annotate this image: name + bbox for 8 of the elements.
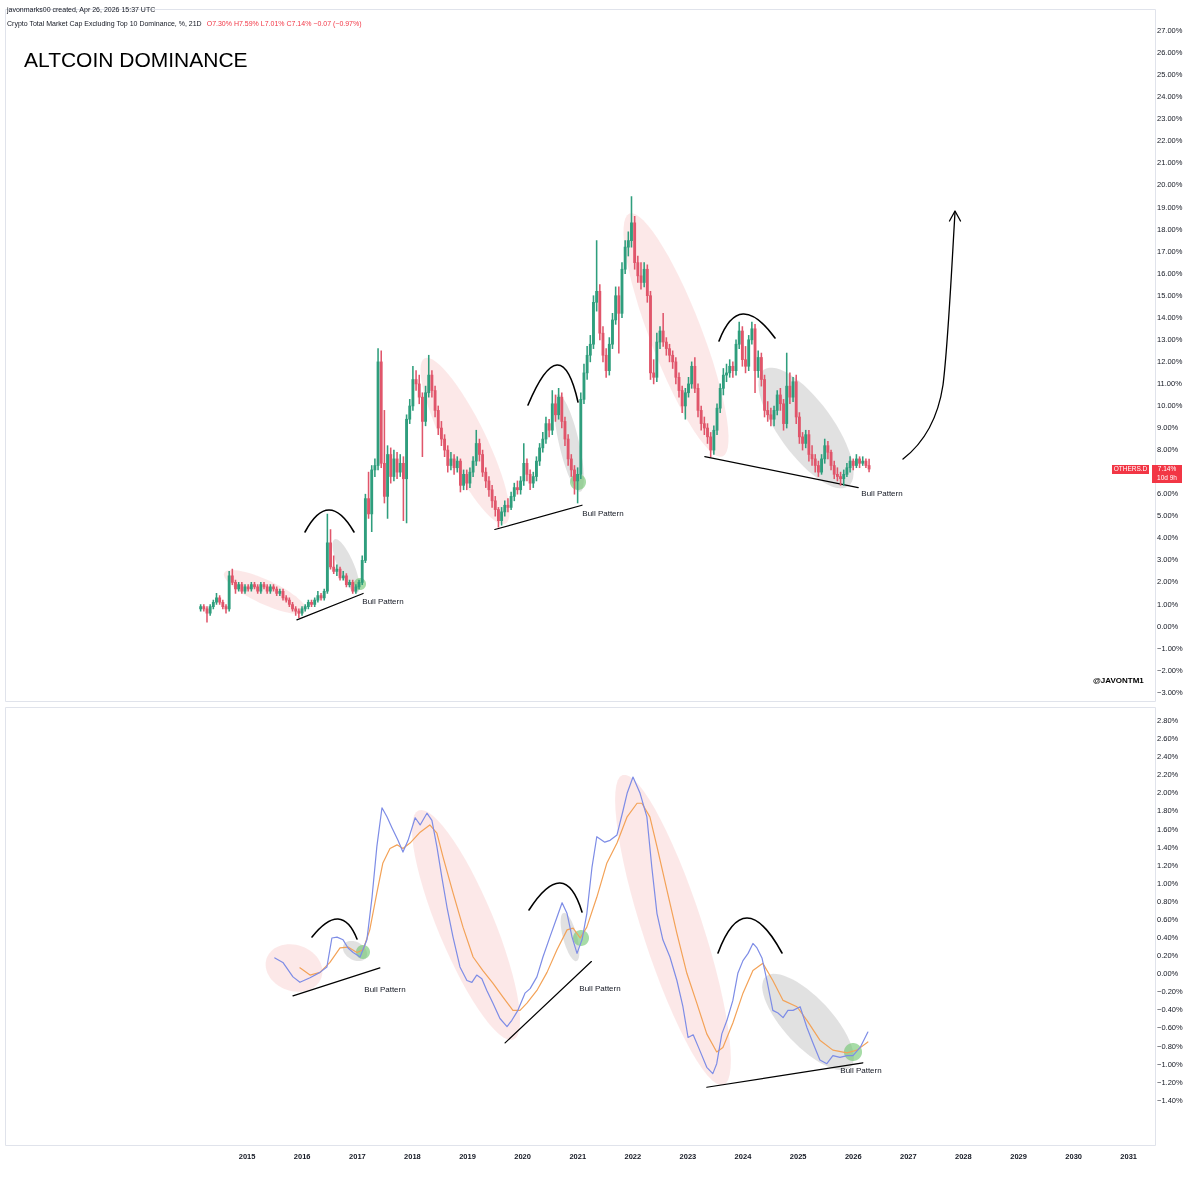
annotation: Bull Pattern xyxy=(840,1066,882,1076)
annotation: Bull Pattern xyxy=(861,489,903,499)
annotation: Bull Pattern xyxy=(362,597,404,607)
annotation: @JAVONTM1 xyxy=(1093,676,1144,686)
annotation: Bull Pattern xyxy=(582,509,624,519)
text: ALTCOIN DOMINANCE xyxy=(24,48,248,71)
annotation: Bull Pattern xyxy=(579,984,621,994)
annotation: Bull Pattern xyxy=(364,985,406,995)
